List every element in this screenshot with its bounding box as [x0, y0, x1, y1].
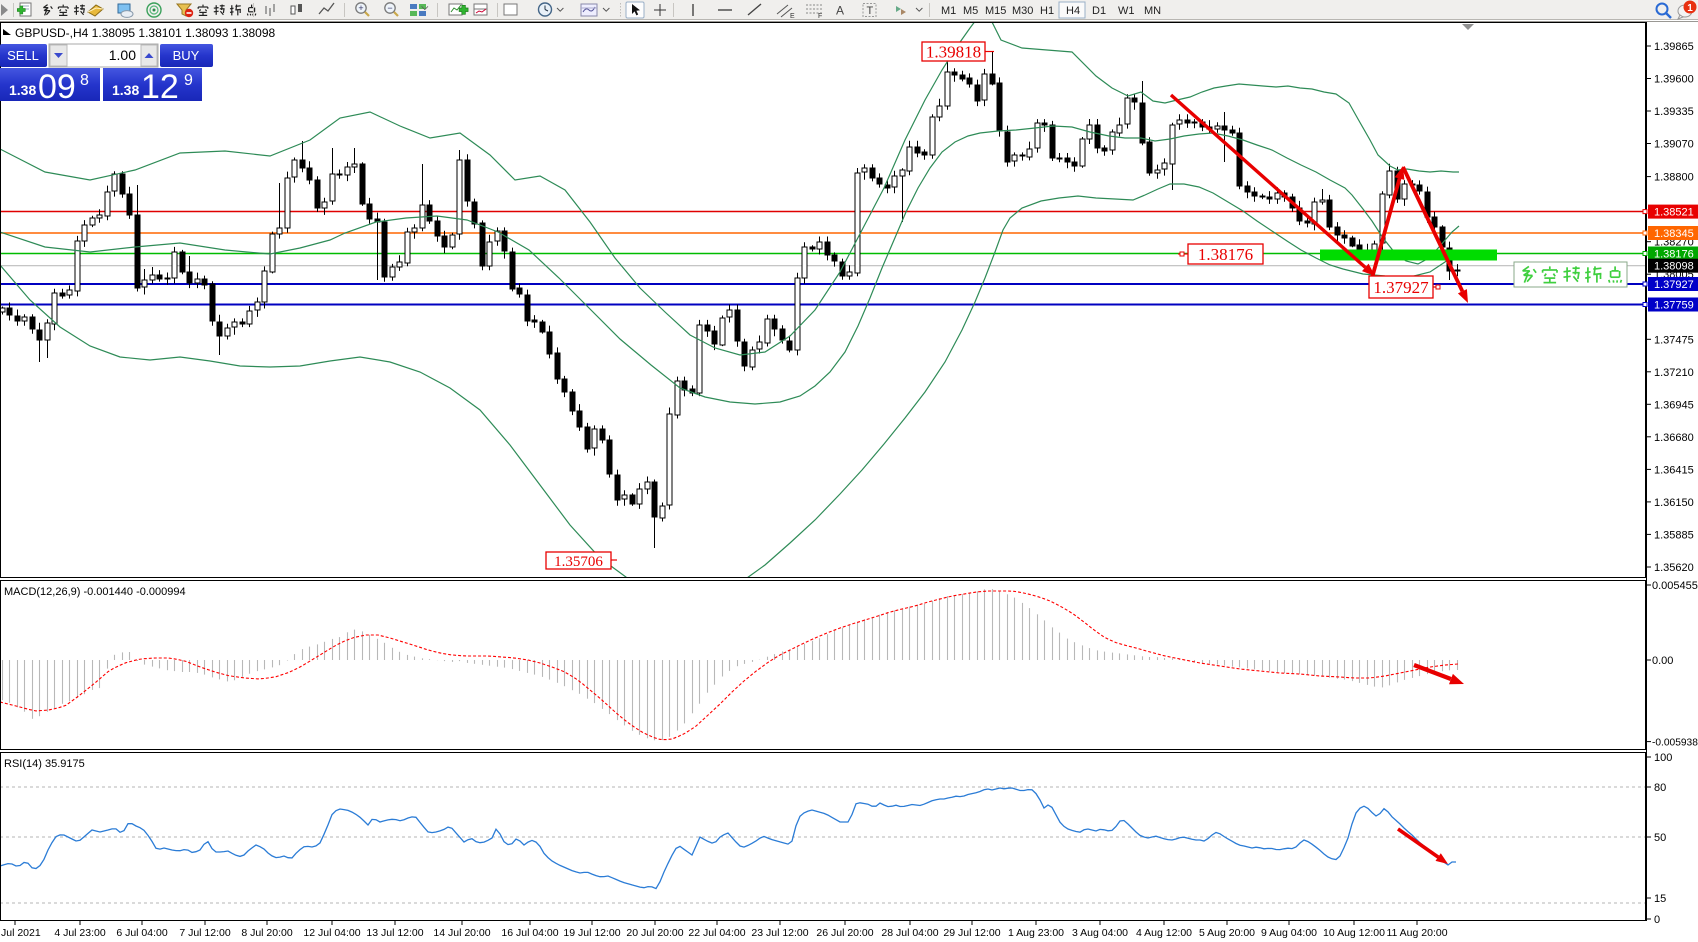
svg-text:80: 80: [1654, 782, 1666, 794]
svg-text:MN: MN: [1144, 5, 1161, 17]
svg-text:D1: D1: [1092, 5, 1106, 17]
svg-text:1.38521: 1.38521: [1654, 207, 1694, 219]
svg-text:23 Jul 12:00: 23 Jul 12:00: [751, 927, 808, 939]
svg-text:5 Aug 20:00: 5 Aug 20:00: [1199, 927, 1255, 939]
svg-text:13 Jul 12:00: 13 Jul 12:00: [366, 927, 423, 939]
svg-text:MACD(12,26,9) -0.001440 -0.000: MACD(12,26,9) -0.001440 -0.000994: [4, 586, 186, 598]
svg-text:W1: W1: [1118, 5, 1135, 17]
svg-text:1.37927: 1.37927: [1373, 278, 1429, 297]
svg-text:Jul 2021: Jul 2021: [1, 927, 41, 939]
svg-text:1.39600: 1.39600: [1654, 74, 1694, 86]
svg-text:0.005455: 0.005455: [1652, 580, 1698, 592]
svg-text:9 Aug 04:00: 9 Aug 04:00: [1261, 927, 1317, 939]
svg-text:16 Jul 04:00: 16 Jul 04:00: [501, 927, 558, 939]
svg-text:-0.005938: -0.005938: [1652, 738, 1698, 749]
svg-text:1.37759: 1.37759: [1654, 300, 1694, 312]
svg-text:11 Aug 20:00: 11 Aug 20:00: [1386, 927, 1447, 939]
svg-text:H4: H4: [1066, 5, 1080, 17]
svg-text:4 Aug 12:00: 4 Aug 12:00: [1136, 927, 1192, 939]
svg-text:09: 09: [38, 68, 76, 106]
svg-text:1: 1: [1687, 3, 1693, 14]
svg-text:A: A: [836, 4, 844, 18]
svg-text:1.36415: 1.36415: [1654, 464, 1694, 476]
svg-text:8 Jul 20:00: 8 Jul 20:00: [241, 927, 293, 939]
svg-text:RSI(14) 35.9175: RSI(14) 35.9175: [4, 758, 85, 770]
svg-text:1.37927: 1.37927: [1654, 279, 1694, 291]
svg-text:10 Aug 12:00: 10 Aug 12:00: [1323, 927, 1385, 939]
svg-text:29 Jul 12:00: 29 Jul 12:00: [943, 927, 1000, 939]
svg-text:14 Jul 20:00: 14 Jul 20:00: [433, 927, 490, 939]
svg-text:28 Jul 04:00: 28 Jul 04:00: [881, 927, 938, 939]
svg-text:7 Jul 12:00: 7 Jul 12:00: [179, 927, 231, 939]
svg-text:M1: M1: [941, 5, 956, 17]
svg-text:1.39070: 1.39070: [1654, 139, 1694, 151]
svg-text:1.36150: 1.36150: [1654, 497, 1694, 509]
svg-text:F: F: [818, 13, 822, 20]
svg-text:22 Jul 04:00: 22 Jul 04:00: [688, 927, 745, 939]
svg-text:E: E: [790, 13, 795, 20]
svg-text:1.38176: 1.38176: [1198, 245, 1253, 264]
svg-text:15: 15: [1654, 893, 1666, 905]
svg-text:1 Aug 23:00: 1 Aug 23:00: [1008, 927, 1064, 939]
svg-text:1.39865: 1.39865: [1654, 41, 1694, 53]
svg-text:1.35706: 1.35706: [554, 554, 603, 570]
svg-text:BUY: BUY: [173, 48, 200, 63]
svg-text:12: 12: [141, 68, 179, 106]
svg-text:50: 50: [1654, 832, 1666, 844]
svg-text:19 Jul 12:00: 19 Jul 12:00: [563, 927, 620, 939]
svg-text:1.38: 1.38: [9, 82, 36, 98]
svg-text:T: T: [867, 5, 874, 17]
svg-text:−: −: [387, 3, 392, 13]
svg-text:6 Jul 04:00: 6 Jul 04:00: [116, 927, 168, 939]
svg-text:9: 9: [184, 72, 193, 89]
svg-text:H1: H1: [1040, 5, 1054, 17]
svg-text:1.37475: 1.37475: [1654, 334, 1694, 346]
svg-text:M15: M15: [985, 5, 1006, 17]
svg-text:M30: M30: [1012, 5, 1033, 17]
svg-text:20 Jul 20:00: 20 Jul 20:00: [626, 927, 683, 939]
svg-text:4 Jul 23:00: 4 Jul 23:00: [54, 927, 106, 939]
svg-text:0: 0: [1654, 914, 1660, 926]
svg-text:8: 8: [80, 72, 89, 89]
svg-text:1.38: 1.38: [112, 82, 139, 98]
svg-text:1.38345: 1.38345: [1654, 228, 1694, 240]
svg-text:M5: M5: [963, 5, 978, 17]
svg-text:+: +: [358, 3, 363, 13]
svg-text:26 Jul 20:00: 26 Jul 20:00: [816, 927, 873, 939]
svg-text:1.35885: 1.35885: [1654, 529, 1694, 541]
svg-text:1.37210: 1.37210: [1654, 367, 1694, 379]
svg-text:3 Aug 04:00: 3 Aug 04:00: [1072, 927, 1128, 939]
svg-text:1.36945: 1.36945: [1654, 399, 1694, 411]
svg-text:12 Jul 04:00: 12 Jul 04:00: [303, 927, 360, 939]
svg-text:1.39818: 1.39818: [926, 43, 981, 62]
svg-text:1.00: 1.00: [109, 47, 136, 63]
svg-text:1.35620: 1.35620: [1654, 562, 1694, 574]
svg-text:100: 100: [1654, 752, 1672, 764]
svg-text:1.39335: 1.39335: [1654, 106, 1694, 118]
svg-text:1.38800: 1.38800: [1654, 172, 1694, 184]
svg-text:1.38098: 1.38098: [1654, 261, 1694, 273]
svg-text:1.36680: 1.36680: [1654, 432, 1694, 444]
svg-text:GBPUSD-,H4 1.38095 1.38101 1.: GBPUSD-,H4 1.38095 1.38101 1.38093 1.380…: [15, 26, 276, 40]
svg-text:0.00: 0.00: [1652, 655, 1673, 667]
svg-text:SELL: SELL: [7, 48, 39, 63]
svg-text:1.38176: 1.38176: [1654, 249, 1694, 261]
